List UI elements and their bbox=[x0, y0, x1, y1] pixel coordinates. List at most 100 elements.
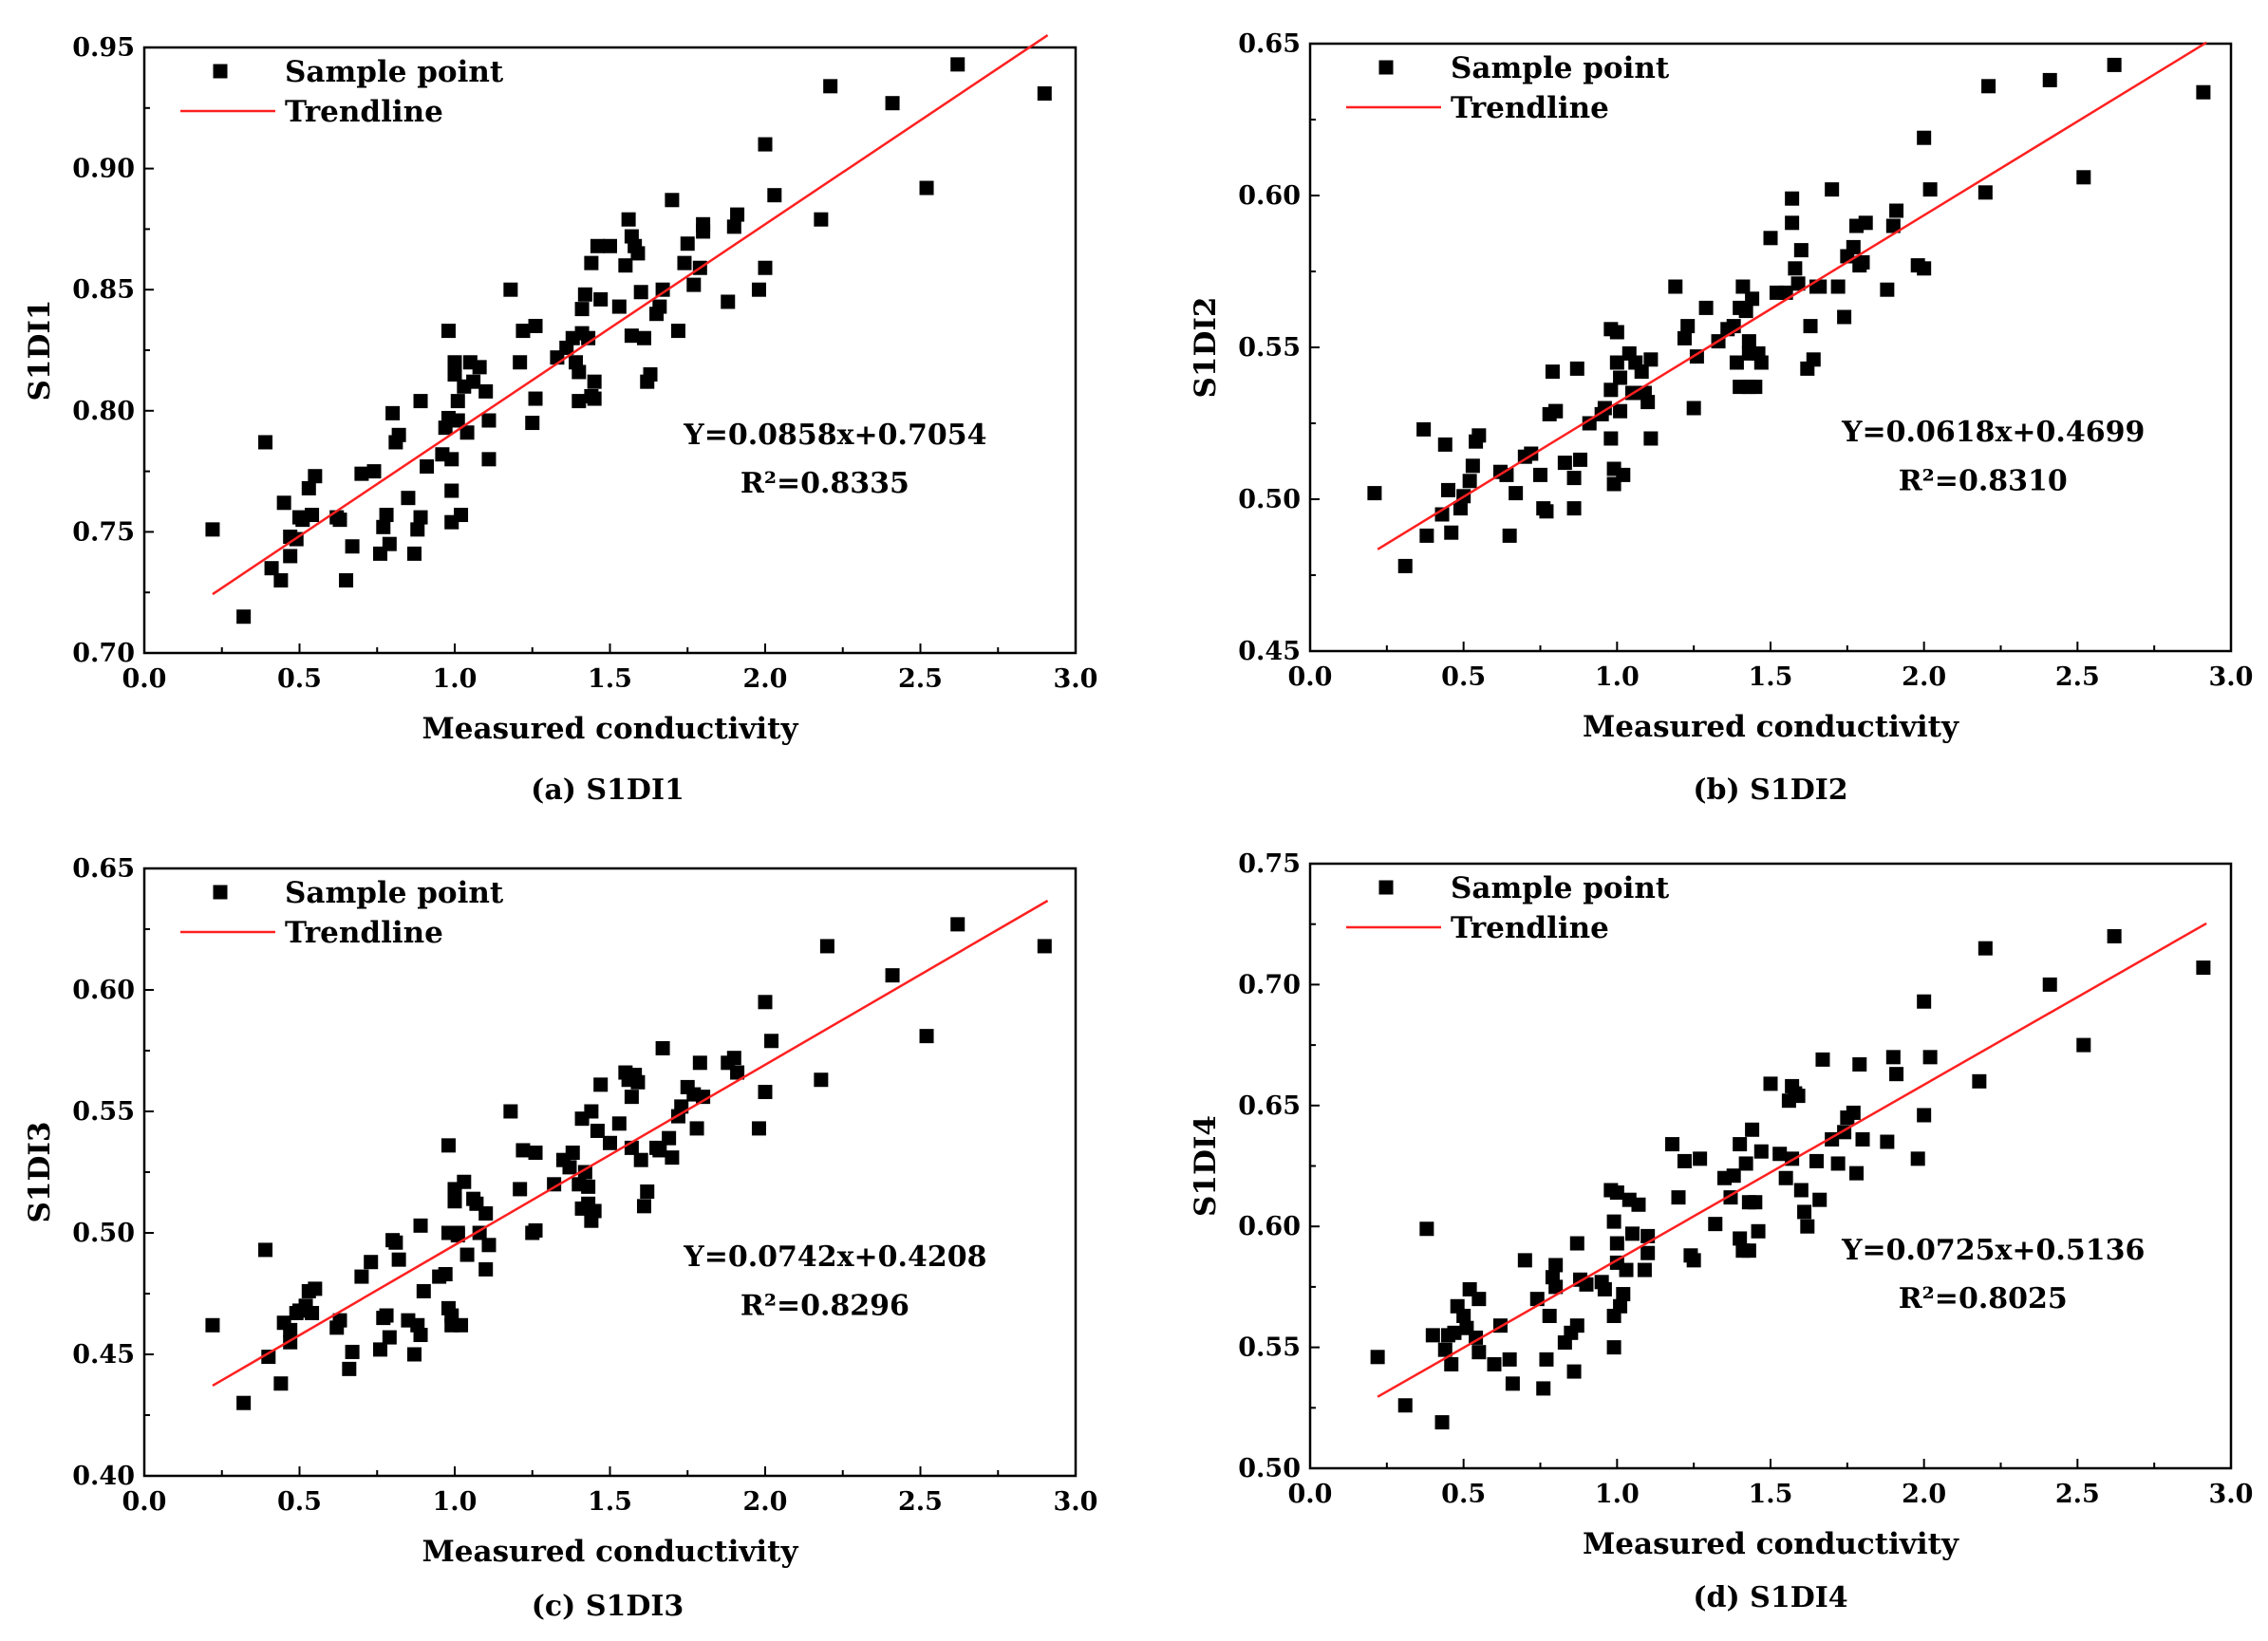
sample-point bbox=[413, 1328, 428, 1343]
sample-point bbox=[382, 536, 397, 551]
sample-points bbox=[205, 57, 1052, 625]
sample-point bbox=[1434, 1415, 1450, 1430]
y-tick-label: 0.60 bbox=[72, 976, 135, 1005]
sample-point bbox=[1502, 528, 1517, 543]
sample-point bbox=[950, 57, 965, 72]
sample-point bbox=[413, 1218, 428, 1233]
y-tick-label: 0.50 bbox=[72, 1219, 135, 1248]
chart-panel-4: 0.0 0.5 1.0 1.5 2.0 2.5 3.0 0.50 0.55 0.60 0.65 0.7… bbox=[1189, 849, 2253, 1614]
trendline-equation: Y=0.0742x+0.4208 bbox=[683, 1240, 986, 1274]
sample-point bbox=[1471, 1292, 1487, 1307]
sample-point bbox=[342, 1361, 357, 1376]
y-tick-label: 0.60 bbox=[1238, 1212, 1301, 1241]
sample-point bbox=[636, 1199, 651, 1214]
sample-point bbox=[1977, 941, 1993, 956]
sample-point bbox=[885, 968, 900, 983]
sample-point bbox=[1977, 185, 1993, 200]
sample-point bbox=[1726, 1168, 1741, 1184]
sample-point bbox=[1790, 276, 1806, 291]
sample-point bbox=[1557, 456, 1572, 471]
sample-point bbox=[1785, 215, 1800, 231]
sample-point bbox=[1606, 1214, 1621, 1229]
y-axis-title: S1DI2 bbox=[1189, 297, 1223, 399]
y-tick-label: 0.65 bbox=[72, 854, 135, 884]
r-squared: R²=0.8296 bbox=[740, 1289, 909, 1322]
sample-point bbox=[919, 1029, 934, 1044]
sample-point bbox=[581, 1179, 596, 1194]
sample-point bbox=[1643, 431, 1659, 446]
sample-point bbox=[565, 1146, 580, 1161]
sample-point bbox=[438, 1267, 453, 1282]
sample-point bbox=[305, 508, 320, 523]
sample-point bbox=[503, 282, 518, 297]
sample-point bbox=[1609, 355, 1624, 370]
sample-point bbox=[379, 1308, 394, 1323]
x-tick-label: 1.0 bbox=[433, 1487, 478, 1517]
sample-point bbox=[406, 1347, 422, 1362]
sample-point bbox=[1809, 1153, 1824, 1168]
x-tick-label: 2.0 bbox=[1902, 1480, 1946, 1509]
y-tick-label: 0.70 bbox=[1238, 970, 1301, 999]
sample-point bbox=[1548, 1279, 1564, 1295]
legend-label-trendline: Trendline bbox=[285, 95, 443, 129]
sample-point bbox=[1858, 215, 1873, 231]
legend-marker-sample-point bbox=[1378, 880, 1394, 895]
sample-point bbox=[2196, 84, 2211, 100]
sample-point bbox=[1738, 1156, 1753, 1171]
sample-point bbox=[1517, 1253, 1532, 1268]
sample-point bbox=[1748, 1195, 1763, 1210]
sample-point bbox=[273, 1376, 289, 1391]
sample-point bbox=[677, 255, 692, 270]
y-axis-title: S1DI3 bbox=[23, 1122, 57, 1223]
sample-point bbox=[416, 1283, 431, 1298]
sample-point bbox=[624, 328, 639, 344]
sample-point bbox=[584, 255, 599, 270]
sample-point bbox=[1637, 1262, 1652, 1277]
sample-point bbox=[1889, 203, 1904, 218]
x-tick-label: 1.5 bbox=[588, 664, 632, 694]
x-tick-label: 2.5 bbox=[2055, 662, 2100, 692]
sample-point bbox=[1465, 458, 1480, 474]
y-tick-label: 0.65 bbox=[1238, 1091, 1301, 1121]
sample-point bbox=[413, 394, 428, 409]
sample-point bbox=[636, 330, 651, 345]
legend: Sample point Trendline bbox=[1346, 871, 1670, 945]
sample-point bbox=[1671, 1190, 1686, 1205]
sample-point bbox=[1471, 1345, 1487, 1360]
sample-point bbox=[1880, 282, 1895, 297]
sample-point bbox=[1447, 1325, 1462, 1340]
sample-point bbox=[1793, 243, 1809, 258]
sample-point bbox=[624, 1090, 639, 1105]
sample-point bbox=[450, 394, 465, 409]
sample-point bbox=[376, 519, 391, 534]
sample-point bbox=[819, 939, 834, 954]
sample-point bbox=[1539, 504, 1554, 519]
sample-point bbox=[1462, 474, 1477, 489]
sample-point bbox=[686, 277, 702, 292]
y-tick-label: 0.50 bbox=[1238, 485, 1301, 514]
sample-point bbox=[308, 1281, 323, 1296]
sample-point bbox=[593, 1077, 609, 1092]
sample-point bbox=[1790, 1089, 1806, 1104]
sample-point bbox=[345, 1344, 360, 1359]
sample-point bbox=[454, 1317, 469, 1333]
legend-marker-sample-point bbox=[213, 885, 228, 900]
sample-point bbox=[670, 324, 685, 339]
sample-point bbox=[410, 522, 425, 537]
sample-point bbox=[1806, 352, 1821, 367]
sample-point bbox=[332, 1313, 347, 1328]
sample-point bbox=[1471, 428, 1487, 443]
sample-point bbox=[2042, 72, 2057, 87]
sample-point bbox=[1487, 1356, 1502, 1371]
x-axis-title: Measured conductivity bbox=[1583, 1527, 1959, 1561]
y-tick-label: 0.85 bbox=[72, 275, 135, 305]
sample-point bbox=[391, 1252, 406, 1267]
sample-point bbox=[1830, 279, 1846, 294]
sample-point bbox=[1603, 431, 1619, 446]
sample-point bbox=[459, 1247, 475, 1262]
legend-marker-sample-point bbox=[213, 64, 228, 79]
sample-point bbox=[1812, 279, 1828, 294]
sample-point bbox=[454, 508, 469, 523]
x-tick-label: 3.0 bbox=[1054, 1487, 1098, 1517]
sample-point bbox=[758, 260, 773, 275]
